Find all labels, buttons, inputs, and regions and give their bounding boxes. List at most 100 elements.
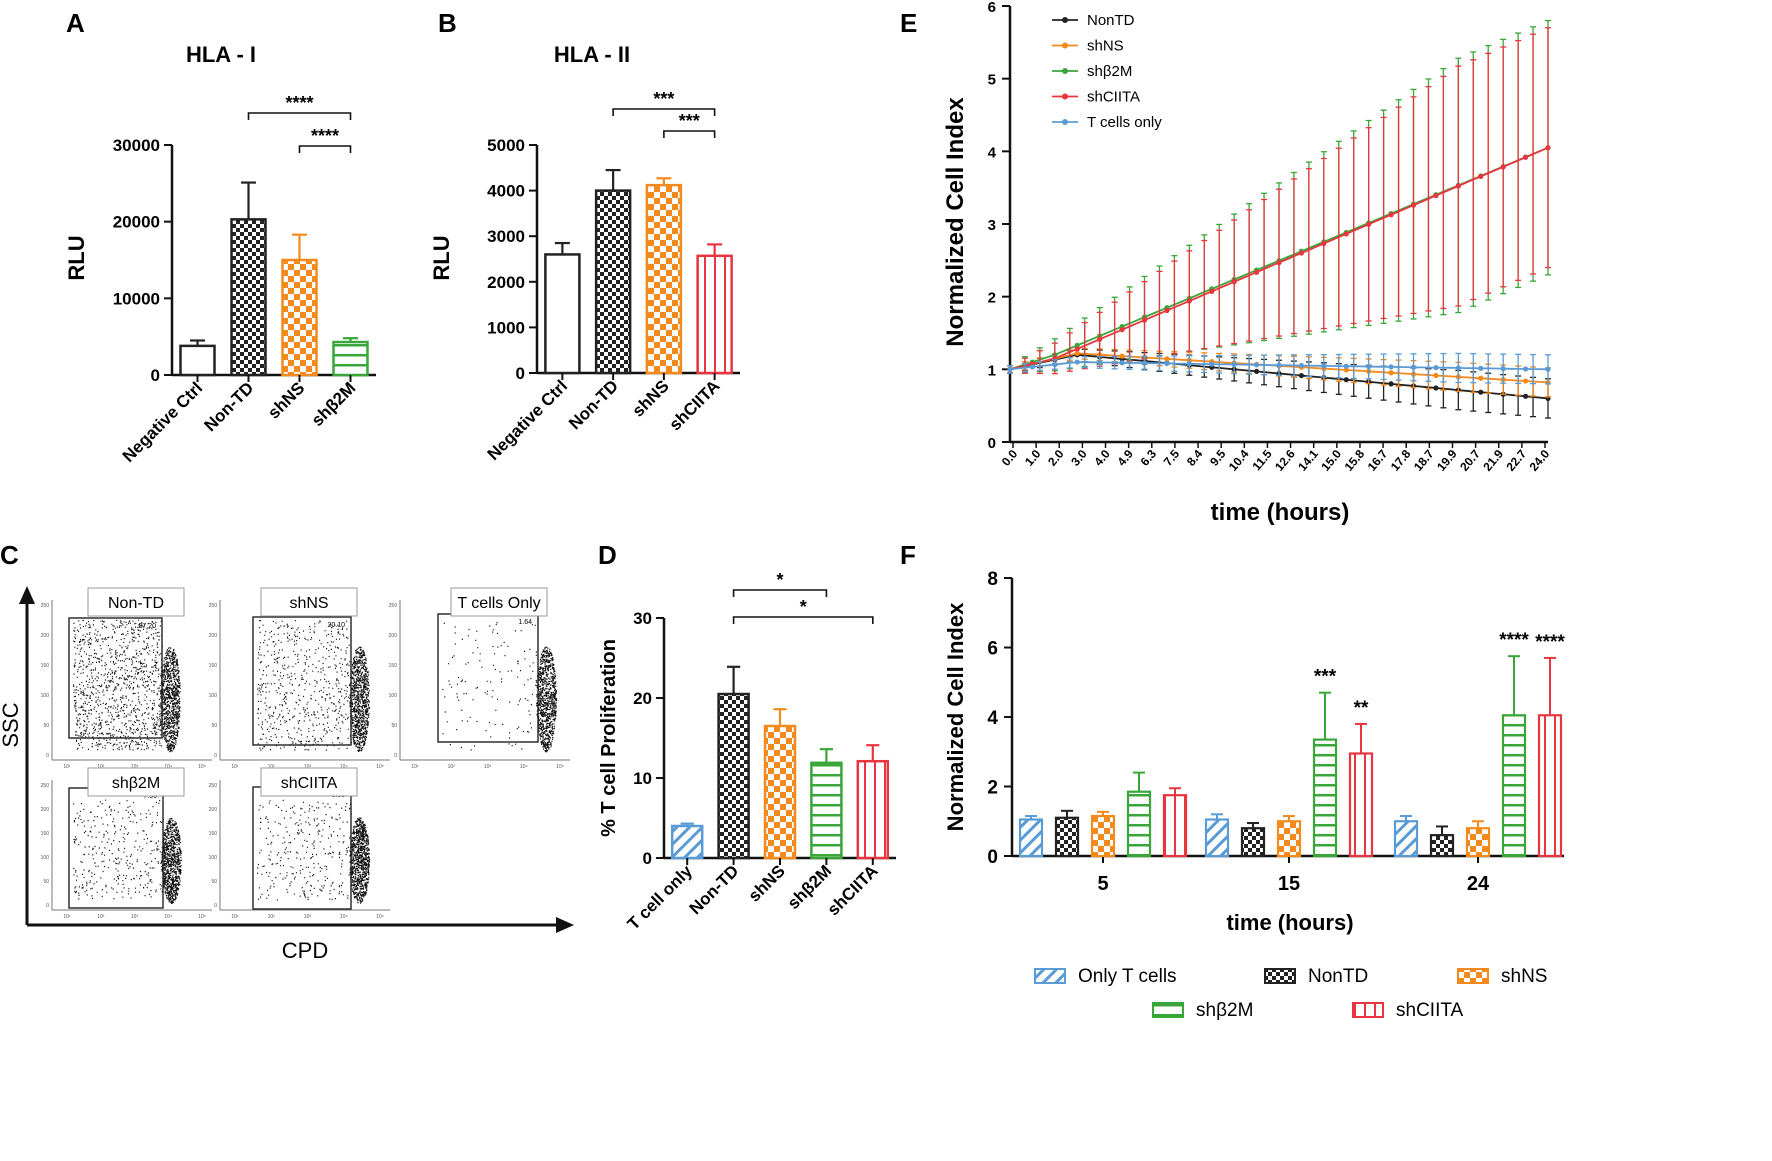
flow-label-box [260, 767, 358, 797]
x-tick-label: 18.7 [1411, 447, 1437, 474]
bar [1162, 794, 1188, 858]
y-tick-label: 4 [988, 144, 997, 161]
significance-label: **** [1499, 630, 1529, 651]
flow-y-tick: 200 [389, 633, 398, 639]
data-point [1209, 361, 1215, 367]
x-tick-label: 15.0 [1318, 447, 1344, 474]
data-point [1276, 260, 1282, 266]
data-point [1321, 363, 1327, 369]
significance-label: *** [1314, 667, 1337, 688]
panel-letter-d: D [598, 540, 617, 570]
flow-gate [437, 613, 539, 743]
data-point [1500, 366, 1506, 372]
y-tick-label: 0 [987, 847, 998, 868]
data-point [1410, 202, 1417, 208]
data-point [1433, 365, 1439, 371]
flow-label-box [450, 587, 548, 617]
flow-y-tick: 100 [209, 855, 218, 861]
x-tick-label: 24 [1467, 873, 1490, 895]
data-point [1253, 362, 1260, 368]
series-T cells only [1007, 352, 1551, 385]
panel-title-a: HLA - I [186, 42, 256, 67]
significance-bracket [247, 112, 352, 120]
flow-x-tick: 10⁵ [198, 914, 206, 920]
legend-label: T cells only [1087, 114, 1162, 131]
flow-events [257, 799, 371, 904]
flow-y-tick: 100 [41, 855, 50, 861]
flow-gate-value: 37.20 [138, 623, 156, 630]
x-tick-label: shβ2M [308, 378, 360, 430]
flow-label-box [260, 587, 358, 617]
significance-label: **** [285, 93, 313, 113]
panel-letter-e: E [900, 8, 917, 38]
flow-y-tick: 0 [214, 903, 217, 909]
flow-x-tick: 10⁴ [520, 764, 528, 770]
y-tick-label: 4000 [487, 182, 525, 201]
bar [1276, 820, 1302, 858]
flow-y-tick: 150 [389, 663, 398, 669]
flow-y-tick: 250 [41, 783, 50, 789]
flow-x-tick: 10⁵ [376, 764, 384, 770]
y-tick-label: 8 [987, 569, 998, 590]
bar [717, 692, 750, 860]
y-tick-label: 2000 [487, 273, 525, 292]
x-tick-label: 5 [1097, 873, 1108, 895]
bar [1090, 814, 1116, 858]
legend-label: shCIITA [1396, 1000, 1464, 1021]
data-point [1388, 364, 1394, 370]
data-point [1433, 192, 1439, 199]
x-tick-label: 14.1 [1295, 447, 1321, 474]
y-tick-label: 10000 [113, 289, 160, 308]
data-point [1164, 360, 1170, 367]
x-tick-label: 11.5 [1249, 447, 1275, 474]
bar [1465, 827, 1491, 858]
x-tick-label: shNS [264, 378, 308, 422]
flow-y-tick: 100 [41, 693, 50, 699]
bar [1018, 818, 1044, 858]
flow-y-tick: 250 [209, 603, 218, 609]
bar [645, 183, 683, 375]
y-tick-label: 2 [987, 778, 998, 799]
flow-x-tick: 10³ [304, 764, 312, 770]
panel-d-ylabel: % T cell Proliferation [598, 639, 620, 837]
flow-plot: 25020015010050010¹10²10³10⁴10⁵6.68shCIIT… [209, 767, 390, 920]
flow-y-tick: 0 [214, 753, 217, 759]
flow-plot-label: shβ2M [112, 775, 160, 792]
panel-e-ylabel: Normalized Cell Index [942, 97, 969, 347]
x-tick-label: shNS [629, 376, 673, 420]
data-point [1522, 378, 1529, 384]
y-tick-label: 5 [988, 72, 996, 89]
data-point [1164, 307, 1170, 314]
flow-plot-label: shNS [289, 595, 328, 612]
data-point [1433, 385, 1439, 391]
panel-c-chart: 250 200 150 100 50 0 10¹ 10² 10³ 10⁴ 10⁵ 37.20 Non-T… [19, 586, 574, 933]
data-point [1522, 154, 1529, 160]
flow-gate [68, 617, 163, 739]
flow-x-tick: 10¹ [231, 764, 239, 770]
legend-swatch [1152, 1002, 1184, 1018]
c-x-arrowhead [556, 917, 574, 933]
flow-x-tick: 10² [97, 764, 105, 770]
bar [1312, 738, 1338, 858]
flow-y-tick: 200 [209, 807, 218, 813]
flow-label-box [87, 587, 185, 617]
data-point [1298, 372, 1305, 379]
x-tick-label: 15 [1278, 873, 1300, 895]
data-point [1366, 221, 1372, 227]
data-point [1186, 361, 1192, 367]
x-tick-label: 1.0 [1022, 447, 1044, 469]
flow-x-tick: 10⁵ [376, 914, 384, 920]
x-tick-label: 12.6 [1272, 447, 1298, 474]
flow-y-tick: 150 [41, 663, 50, 669]
data-point [1388, 370, 1394, 376]
y-tick-label: 6 [988, 0, 996, 16]
data-point [1141, 317, 1148, 323]
x-tick-label: shCIITA [824, 861, 882, 919]
flow-x-tick: 10⁴ [164, 914, 172, 920]
flow-plot-label: T cells Only [457, 595, 540, 612]
bar [544, 253, 581, 375]
bar [696, 254, 733, 375]
bar [281, 258, 318, 377]
